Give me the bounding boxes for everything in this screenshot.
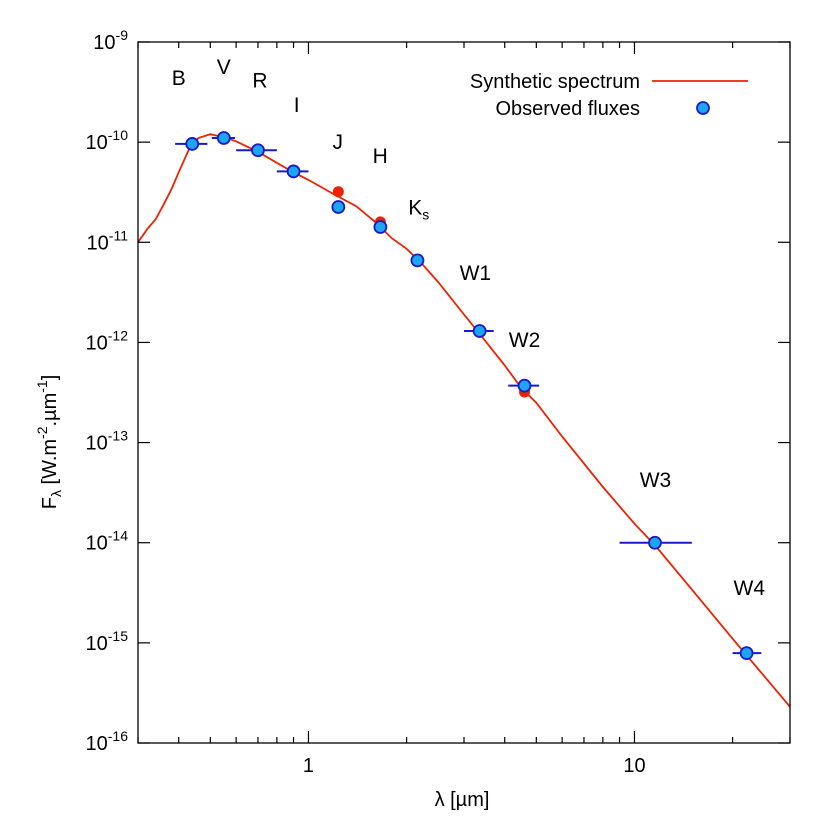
legend: Synthetic spectrum Observed fluxes [470, 71, 748, 120]
observed-point-w1 [472, 324, 487, 338]
band-label: R [252, 70, 267, 93]
legend-label: Observed fluxes [495, 98, 640, 120]
data-layer [138, 131, 790, 708]
band-label: W1 [460, 262, 492, 285]
y-tick-label: 10-10 [86, 127, 129, 154]
legend-label: Synthetic spectrum [470, 71, 640, 93]
observed-point-i [286, 164, 301, 179]
plot-area: B VR I J H Ks W1 W2 W3 W4 [138, 56, 790, 708]
plot-frame [137, 41, 791, 744]
observed-point-w3 [648, 535, 662, 550]
synthetic-flux-point [332, 186, 344, 198]
observed-point-w4 [739, 646, 754, 661]
y-tick-label: 10-9 [93, 27, 128, 54]
band-label: W3 [640, 469, 672, 492]
x-tick-label: 1 [303, 755, 314, 777]
observed-point-v [216, 131, 231, 145]
observed-point-r [251, 143, 265, 158]
band-label: I [294, 94, 300, 117]
x-tick-label: 10 [623, 755, 645, 777]
x-axis-label: λ [µm] [435, 789, 490, 811]
y-axis-label: Fλ [W.m-2.µm-1] [34, 375, 64, 510]
band-label: B [172, 67, 186, 90]
band-label: H [373, 145, 388, 168]
observed-point-h [373, 220, 388, 234]
band-label: W2 [509, 329, 541, 352]
y-tick-label: 10-16 [86, 728, 129, 755]
y-tick-label: 10-14 [86, 528, 129, 555]
y-tick-label: 10-11 [87, 227, 129, 254]
spectrum-line [138, 133, 790, 708]
observed-point-w2 [517, 378, 532, 393]
observed-point-ks [410, 253, 425, 268]
observed-point-b [185, 137, 200, 151]
y-tick-label: 10-15 [86, 628, 129, 655]
axes: 1 10 10-9 10-10 10-11 10-12 10-13 10-14 10-15 10-… [86, 27, 791, 777]
band-label: Ks [408, 196, 429, 222]
legend-marker-swatch [696, 101, 710, 115]
band-label: V [217, 56, 231, 79]
band-label: W4 [734, 577, 766, 600]
y-tick-label: 10-13 [86, 428, 129, 455]
band-label: J [333, 131, 344, 154]
y-tick-label: 10-12 [86, 327, 129, 354]
observed-point-j [331, 200, 346, 214]
